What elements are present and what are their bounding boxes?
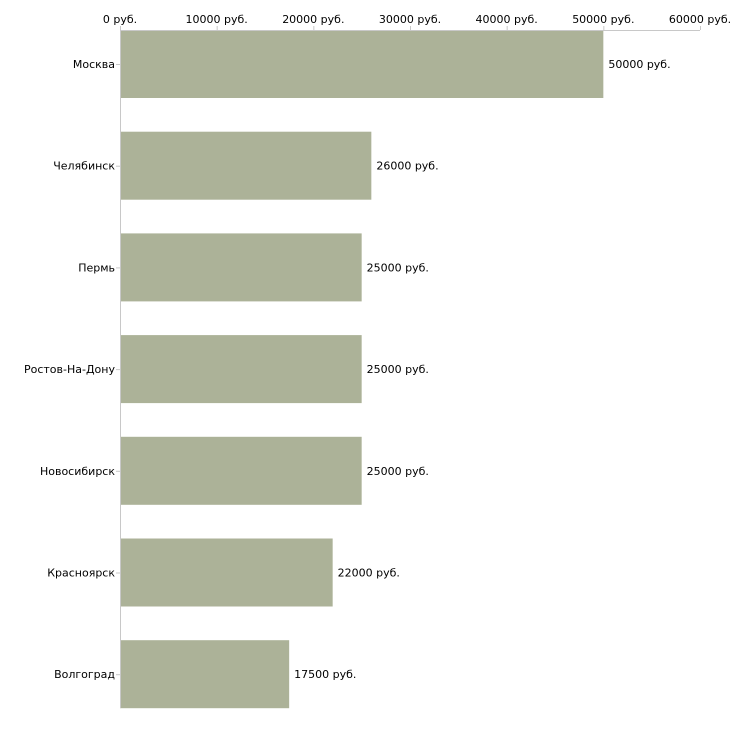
- x-tick-label-1: 10000 руб.: [186, 13, 248, 26]
- bar-0: [120, 30, 604, 98]
- value-label-0: 50000 руб.: [608, 58, 670, 71]
- value-label-6: 17500 руб.: [294, 668, 356, 681]
- x-tick-label-4: 40000 руб.: [476, 13, 538, 26]
- bar-6: [120, 640, 290, 709]
- x-tick-label-6: 60000 руб.: [669, 13, 730, 26]
- x-tick-label-3: 30000 руб.: [379, 13, 441, 26]
- bar-3: [120, 335, 362, 404]
- category-label-2: Пермь: [78, 261, 115, 274]
- bar-2: [120, 233, 362, 302]
- x-tick-label-0: 0 руб.: [103, 13, 137, 26]
- bar-1: [120, 131, 372, 200]
- category-label-4: Новосибирск: [40, 465, 115, 478]
- category-label-6: Волгоград: [54, 668, 115, 681]
- category-label-5: Красноярск: [47, 567, 115, 580]
- bars-layer: [120, 30, 604, 709]
- bar-5: [120, 538, 333, 607]
- category-label-3: Ростов-На-Дону: [24, 363, 115, 376]
- category-label-0: Москва: [73, 58, 115, 71]
- labels-layer: Москва 50000 руб. Челябинск 26000 руб. Пермь…: [24, 58, 671, 681]
- value-label-2: 25000 руб.: [367, 261, 429, 274]
- value-label-3: 25000 руб.: [367, 363, 429, 376]
- axis-layer: 0 руб. 10000 руб. 20000 руб. 30000 руб. 4000…: [103, 13, 730, 708]
- category-label-1: Челябинск: [53, 160, 115, 173]
- value-label-1: 26000 руб.: [376, 160, 438, 173]
- value-label-5: 22000 руб.: [338, 567, 400, 580]
- value-label-4: 25000 руб.: [367, 465, 429, 478]
- x-tick-label-5: 50000 руб.: [572, 13, 634, 26]
- x-tick-label-2: 20000 руб.: [282, 13, 344, 26]
- bar-4: [120, 436, 362, 505]
